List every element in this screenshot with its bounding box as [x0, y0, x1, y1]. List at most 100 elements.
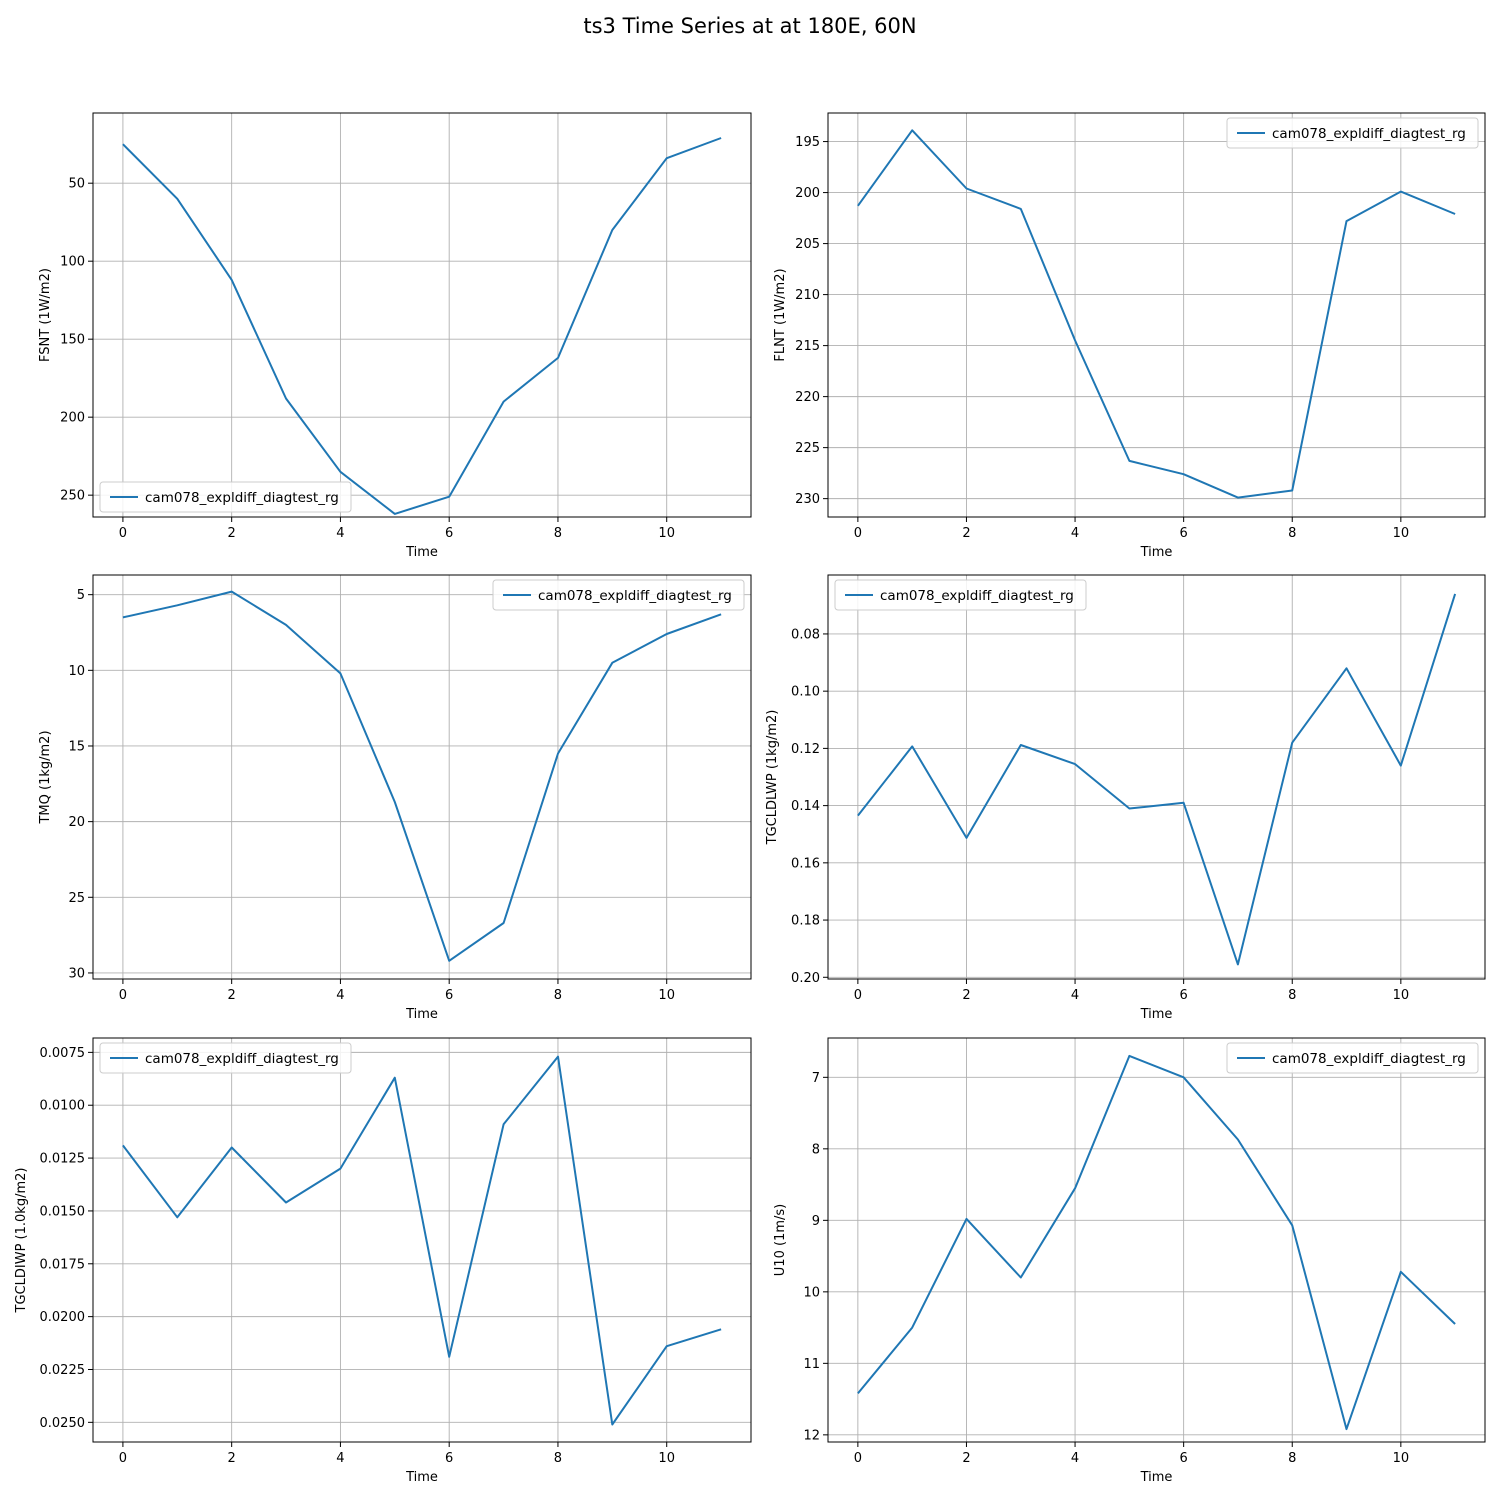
x-tick-label: 6: [445, 1451, 453, 1466]
x-tick-label: 6: [1180, 988, 1188, 1003]
axes-frame: [827, 112, 1486, 518]
x-axis-label: Time: [1140, 545, 1173, 560]
figure-title: ts3 Time Series at at 180E, 60N: [583, 14, 917, 38]
y-tick-label: 100: [60, 255, 85, 270]
y-tick-label: 0.0150: [40, 1204, 86, 1219]
y-axis-label: U10 (1m/s): [773, 1204, 788, 1276]
y-tick-label: 0.0075: [40, 1046, 86, 1061]
y-tick-label: 195: [795, 135, 820, 150]
x-tick-label: 6: [445, 526, 453, 541]
x-tick-label: 8: [554, 988, 562, 1003]
axes-frame: [827, 1037, 1486, 1443]
x-tick-label: 0: [119, 1451, 127, 1466]
x-tick-label: 6: [1180, 1451, 1188, 1466]
y-tick-label: 25: [68, 891, 85, 906]
y-tick-label: 250: [60, 489, 85, 504]
series-line: [857, 593, 1457, 966]
x-tick-label: 10: [1393, 526, 1410, 541]
y-tick-label: 8: [812, 1142, 820, 1157]
y-axis-label: FSNT (1W/m2): [38, 268, 53, 362]
x-tick-label: 4: [1071, 988, 1079, 1003]
y-tick-label: 9: [812, 1214, 820, 1229]
x-axis-label: Time: [1140, 1470, 1173, 1485]
subplot-6: 0 2 4 6 8 10 7 8 9 10 11 12 Time U10 (1m/s) cam078_exp…: [773, 1037, 1486, 1485]
legend: cam078_expldiff_diagtest_rg: [99, 1042, 352, 1074]
x-tick-label: 8: [1288, 1451, 1296, 1466]
x-tick-label: 10: [658, 526, 675, 541]
x-tick-label: 2: [228, 526, 236, 541]
y-tick-label: 0.12: [791, 742, 820, 757]
y-tick-label: 20: [68, 815, 85, 830]
y-tick-label: 0.14: [791, 799, 820, 814]
legend-box: [1226, 1042, 1479, 1074]
y-tick-label: 0.0175: [40, 1257, 86, 1272]
legend-box: [99, 481, 352, 513]
y-tick-label: 205: [795, 237, 820, 252]
x-tick-label: 4: [1071, 526, 1079, 541]
y-tick-label: 0.0200: [40, 1310, 86, 1325]
y-tick-label: 10: [68, 664, 85, 679]
x-tick-label: 2: [228, 988, 236, 1003]
y-tick-label: 0.0250: [40, 1416, 86, 1431]
y-tick-label: 0.0225: [40, 1363, 86, 1378]
legend-label: cam078_expldiff_diagtest_rg: [1272, 126, 1466, 142]
x-axis-label: Time: [405, 1470, 438, 1485]
x-tick-label: 4: [336, 988, 344, 1003]
y-tick-label: 10: [803, 1285, 820, 1300]
y-axis-label: TGCLDIWP (1.0kg/m2): [14, 1168, 29, 1314]
axes-frame: [92, 1037, 752, 1443]
legend-box: [492, 579, 745, 611]
y-tick-label: 0.0100: [40, 1099, 86, 1114]
x-tick-label: 2: [962, 526, 970, 541]
legend: cam078_expldiff_diagtest_rg: [834, 579, 1087, 611]
subplot-4: 0 2 4 6 8 10 0.08 0.10 0.12 0.14 0.16 0.18 0.20 Time T…: [765, 574, 1486, 1022]
y-tick-label: 225: [795, 441, 820, 456]
x-tick-label: 0: [854, 526, 862, 541]
legend-label: cam078_expldiff_diagtest_rg: [538, 588, 732, 604]
series-line: [122, 1055, 722, 1426]
legend: cam078_expldiff_diagtest_rg: [99, 481, 352, 513]
axes-frame: [92, 112, 752, 518]
x-tick-label: 2: [962, 1451, 970, 1466]
y-tick-label: 0.18: [791, 914, 820, 929]
series-line: [857, 1054, 1456, 1431]
series-line: [857, 129, 1456, 499]
x-tick-label: 2: [962, 988, 970, 1003]
y-tick-label: 200: [795, 186, 820, 201]
x-axis-label: Time: [1140, 1007, 1173, 1022]
x-tick-label: 8: [554, 526, 562, 541]
legend-label: cam078_expldiff_diagtest_rg: [145, 490, 339, 506]
axes-frame: [827, 574, 1486, 980]
subplot-3: 0 2 4 6 8 10 5 10 15 20 25 30 Time TMQ (1kg/m2) cam078…: [38, 574, 752, 1022]
subplot-1: 0 2 4 6 8 10 50 100 150 200 250 Time FSNT (1W/m2) cam…: [38, 112, 752, 560]
y-tick-label: 5: [77, 588, 85, 603]
x-tick-label: 0: [119, 526, 127, 541]
y-tick-label: 0.10: [791, 685, 820, 700]
x-tick-label: 6: [1180, 526, 1188, 541]
y-tick-label: 215: [795, 339, 820, 354]
y-axis-label: FLNT (1W/m2): [773, 268, 788, 361]
x-tick-label: 0: [854, 988, 862, 1003]
x-tick-label: 10: [658, 988, 675, 1003]
legend: cam078_expldiff_diagtest_rg: [492, 579, 745, 611]
series-line: [122, 590, 722, 962]
x-tick-label: 4: [1071, 1451, 1079, 1466]
legend-box: [834, 579, 1087, 611]
x-tick-label: 8: [554, 1451, 562, 1466]
legend: cam078_expldiff_diagtest_rg: [1226, 117, 1479, 149]
y-tick-label: 50: [68, 177, 85, 192]
x-axis-label: Time: [405, 545, 438, 560]
legend-box: [1226, 117, 1479, 149]
x-axis-label: Time: [405, 1007, 438, 1022]
subplot-5: 0 2 4 6 8 10 0.0075 0.0100 0.0125 0.0150 0.0175 0.0…: [14, 1037, 752, 1485]
x-tick-label: 8: [1288, 988, 1296, 1003]
x-tick-label: 8: [1288, 526, 1296, 541]
x-tick-label: 2: [228, 1451, 236, 1466]
y-tick-label: 12: [803, 1428, 820, 1443]
y-tick-label: 30: [68, 966, 85, 981]
subplot-2: 0 2 4 6 8 10 195 200 205 210 215 220 225 230 Time FLNT …: [773, 112, 1486, 560]
y-tick-label: 150: [60, 333, 85, 348]
y-tick-label: 200: [60, 411, 85, 426]
